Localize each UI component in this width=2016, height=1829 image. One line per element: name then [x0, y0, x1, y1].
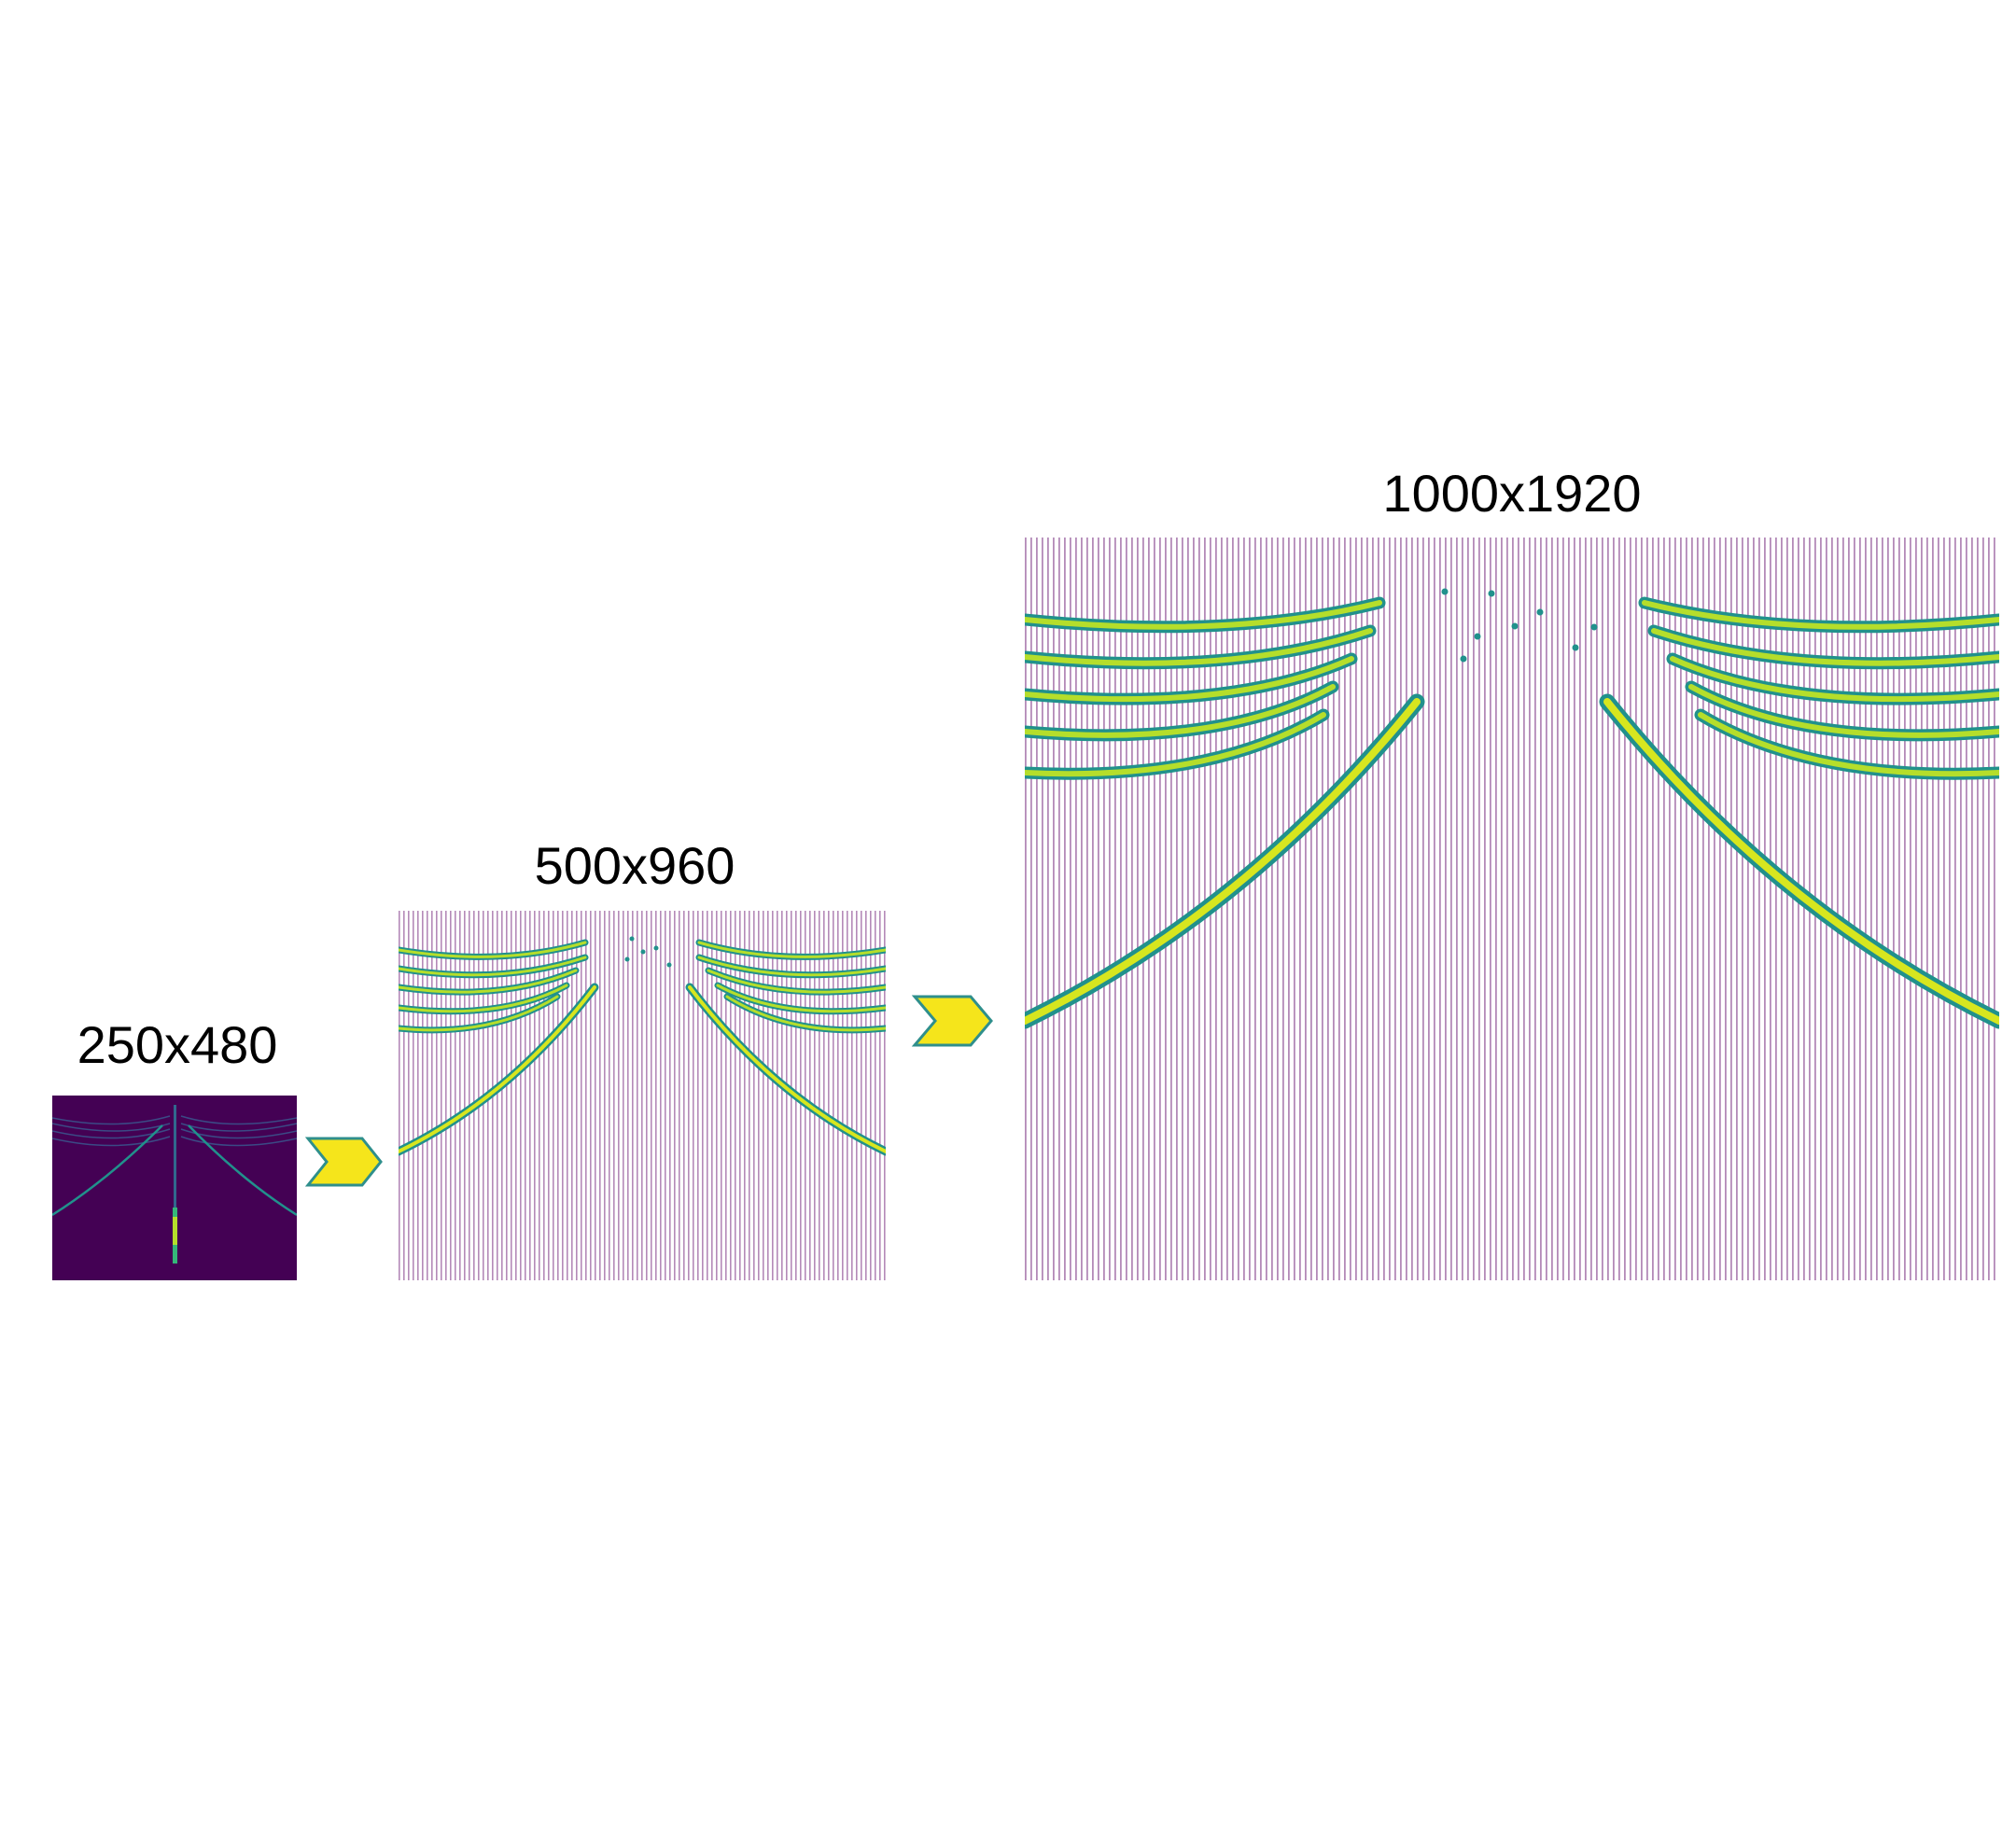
stage-3-label: 1000x1920 — [1344, 463, 1680, 524]
chevron-right-icon — [304, 1135, 385, 1189]
stage-1-label: 250x480 — [51, 1014, 303, 1075]
input-heatmap-250x480 — [52, 1096, 297, 1280]
output-heatmap-500x960 — [399, 911, 886, 1280]
stage-2-label: 500x960 — [509, 835, 761, 896]
chevron-right-icon — [911, 993, 995, 1049]
output-heatmap-1000x1920 — [1025, 538, 1999, 1280]
